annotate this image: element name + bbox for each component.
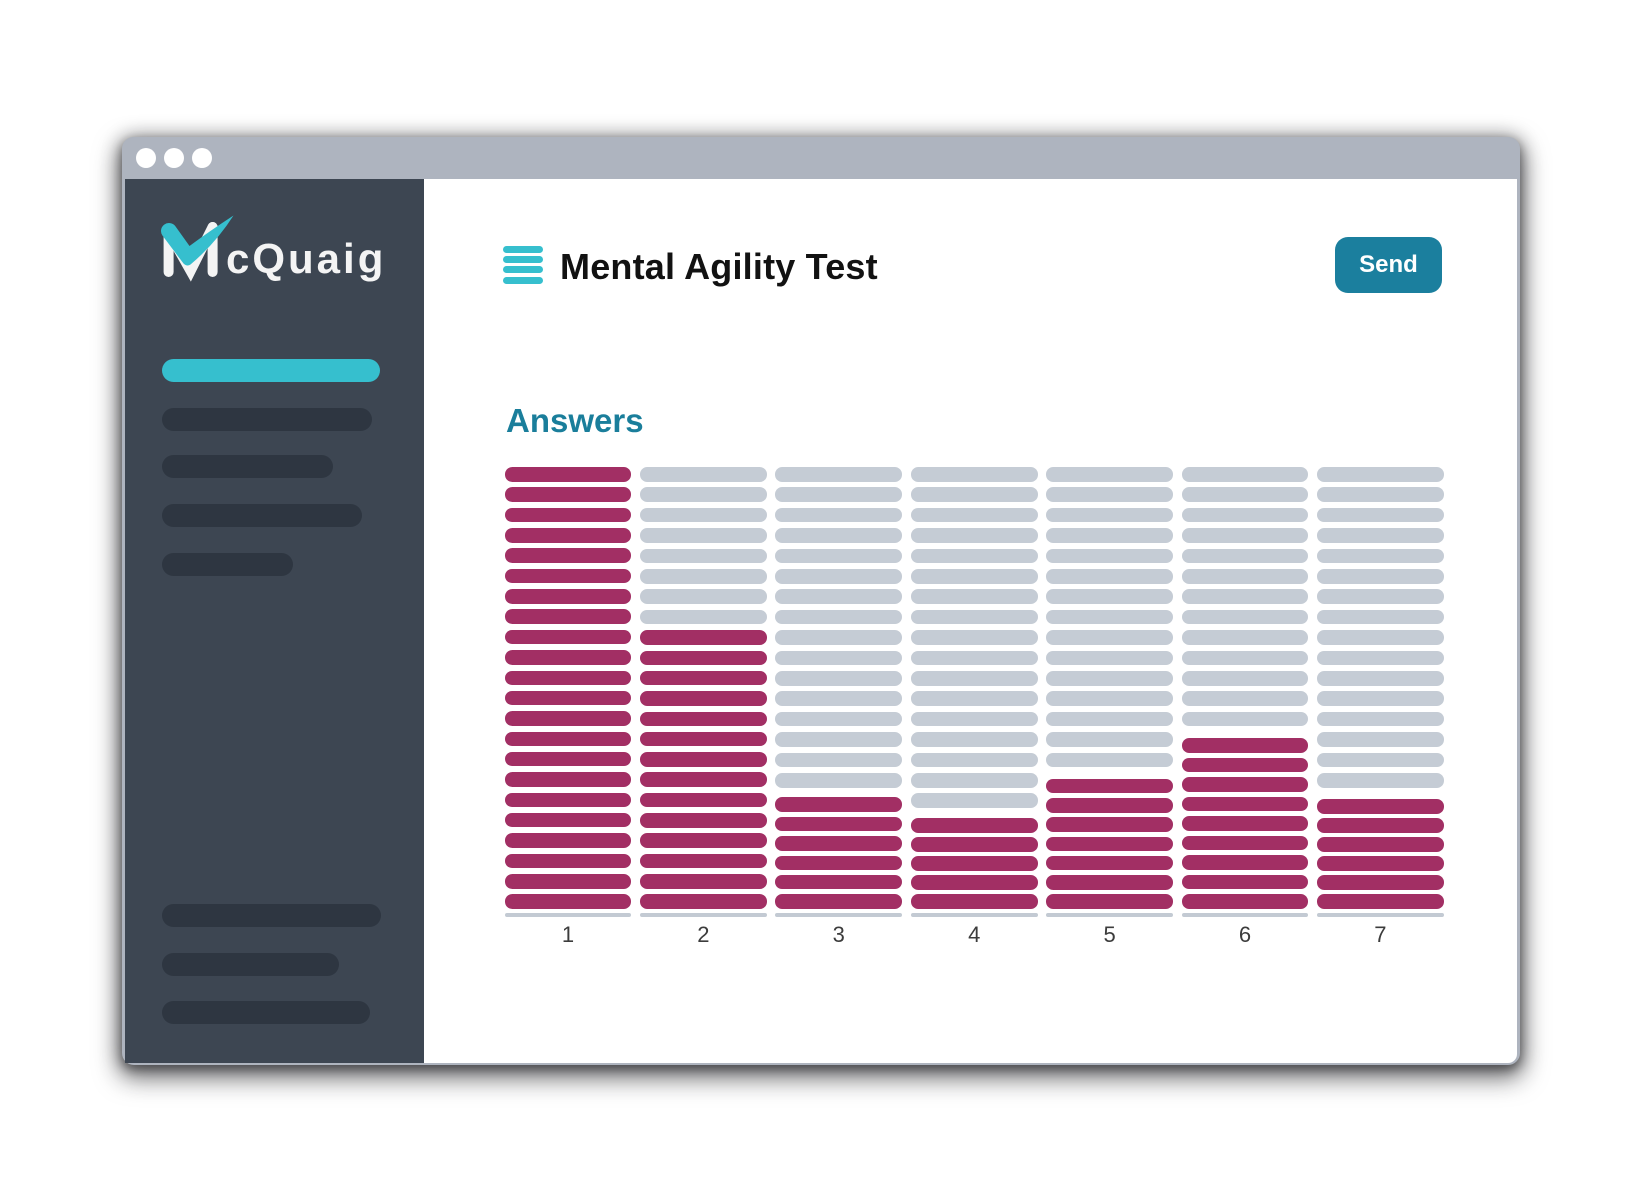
svg-text:cQuaig: cQuaig xyxy=(226,235,386,282)
